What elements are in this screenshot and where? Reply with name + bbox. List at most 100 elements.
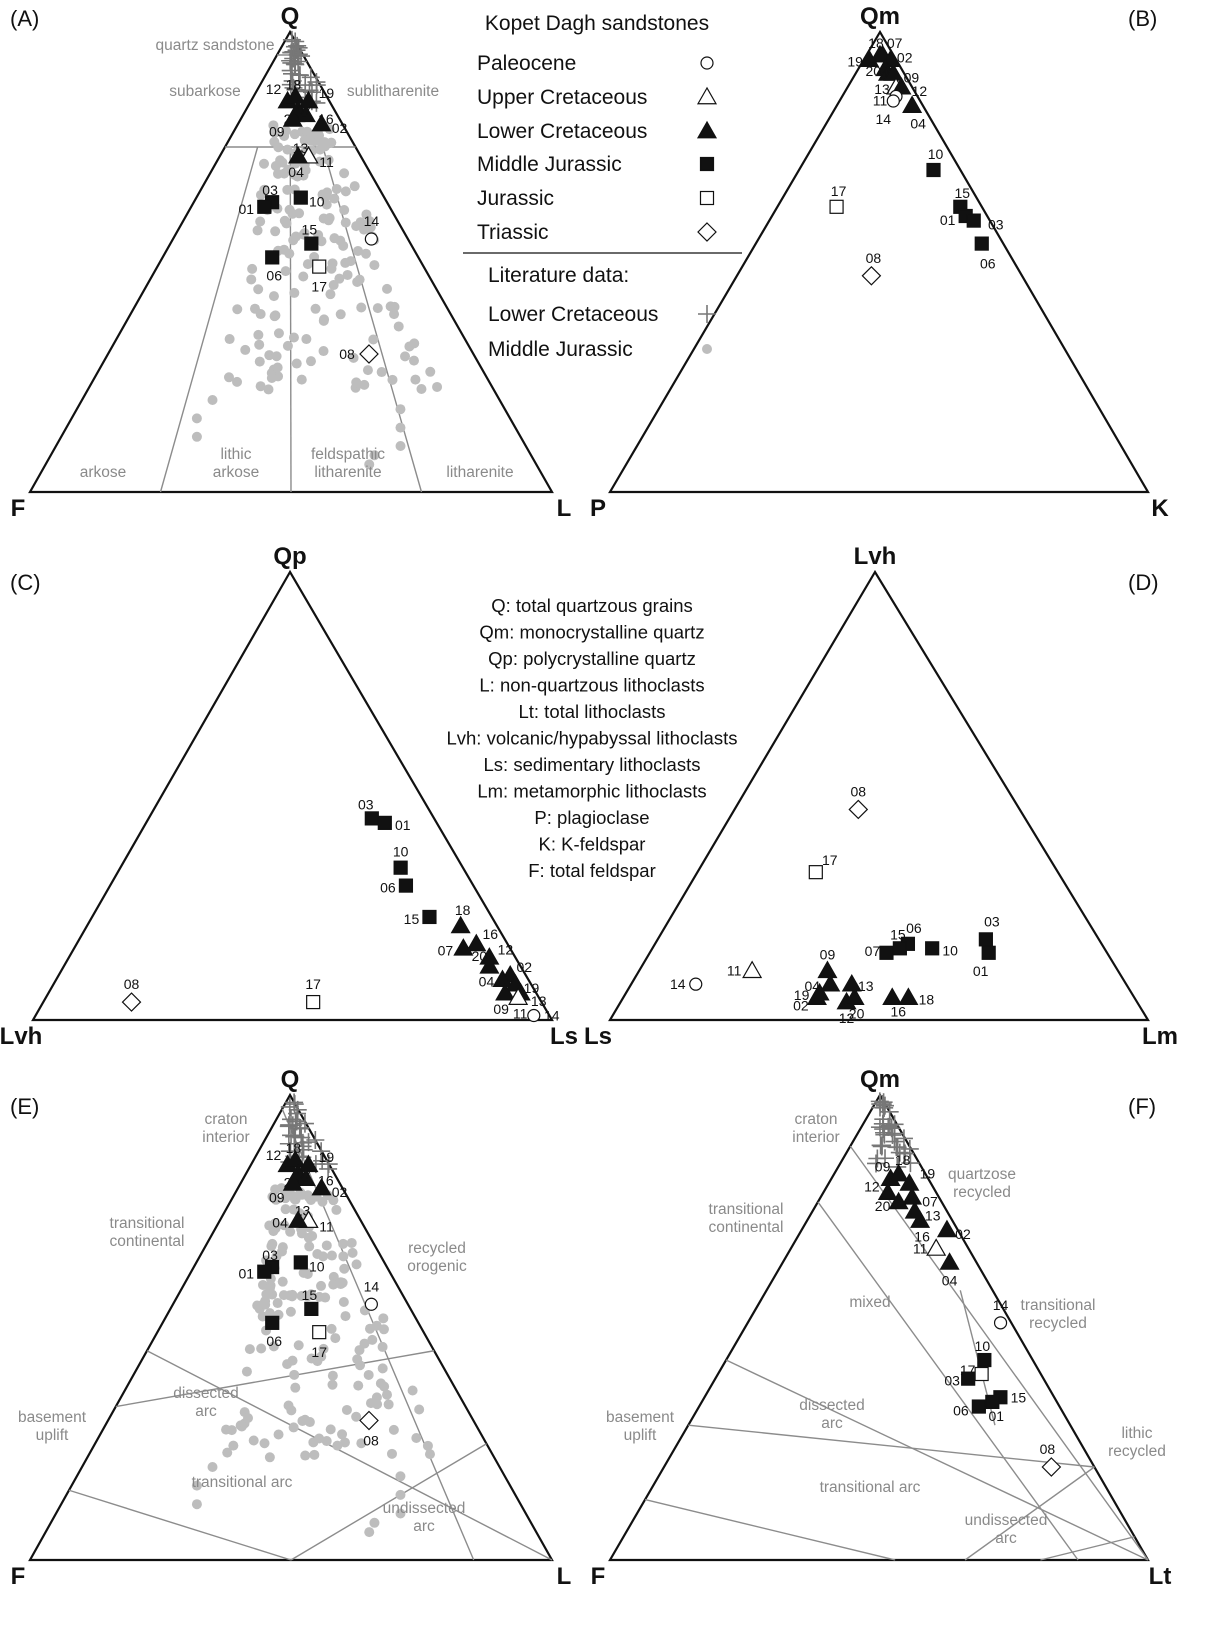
field-label-multiline: dissected arc: [173, 1385, 238, 1420]
sample-label-19: 19: [319, 85, 335, 101]
sample-marker-06: [974, 236, 989, 251]
literature-middle-jurassic-dot: [369, 1517, 380, 1528]
boundary-dissected: [688, 1424, 1095, 1468]
literature-middle-jurassic-dot: [408, 355, 419, 366]
literature-middle-jurassic-dot: [327, 1379, 338, 1390]
sample-label-09: 09: [269, 123, 285, 139]
sample-marker-17: [974, 1366, 989, 1382]
literature-middle-jurassic-dot: [252, 225, 263, 236]
panel-tag: (C): [10, 570, 41, 595]
sample-marker-11: [508, 987, 529, 1005]
sample-marker-03: [961, 1371, 976, 1386]
sample-label-16: 16: [890, 1004, 906, 1020]
field-label-multiline: basement uplift: [18, 1409, 87, 1444]
legend-entry-label: Jurassic: [477, 187, 554, 210]
literature-middle-jurassic-dot: [280, 1204, 291, 1215]
literature-middle-jurassic-dot: [259, 184, 270, 195]
boundary-dissected: [115, 1350, 435, 1408]
sample-label-12: 12: [912, 83, 928, 99]
literature-middle-jurassic-dot: [395, 404, 406, 415]
sample-marker-01: [257, 1264, 272, 1279]
vertex-labels-f: Qm F Lt: [591, 1066, 1172, 1590]
legend-entry-marker-triangle-filled: [696, 120, 718, 139]
sample-label-09: 09: [904, 69, 920, 85]
sample-marker-02: [311, 1177, 332, 1196]
literature-middle-jurassic-dot: [347, 1247, 358, 1258]
literature-middle-jurassic-dot: [321, 199, 332, 210]
sample-marker-09: [883, 63, 904, 81]
boundary-craton: [849, 1145, 1149, 1561]
literature-middle-jurassic-dot: [342, 269, 353, 280]
literature-middle-jurassic-dot: [279, 168, 290, 179]
sample-marker-15: [892, 941, 907, 956]
literature-middle-jurassic-dot: [359, 379, 370, 390]
literature-middle-jurassic-dot: [264, 1282, 275, 1293]
literature-middle-jurassic-dot: [339, 168, 350, 179]
sample-label-18: 18: [895, 1152, 911, 1168]
literature-middle-jurassic-dot: [321, 1436, 332, 1447]
sample-label-17: 17: [311, 1344, 327, 1360]
literature-middle-jurassic-dot: [351, 1259, 362, 1270]
literature-lower-cretaceous-plus: [286, 1127, 305, 1146]
literature-middle-jurassic-dot: [369, 450, 380, 461]
literature-middle-jurassic-dot: [309, 1449, 320, 1460]
sample-marker-04: [820, 973, 841, 992]
literature-middle-jurassic-dot: [377, 1341, 388, 1352]
literature-lower-cretaceous-plus: [285, 1095, 304, 1114]
legend-literature-marker-dot-gray: [702, 344, 712, 354]
sample-label-06: 06: [380, 880, 396, 896]
sample-marker-10: [925, 941, 940, 956]
panel-c: [31, 569, 554, 1022]
literature-middle-jurassic-dot: [298, 271, 309, 282]
literature-lower-cretaceous-plus: [868, 1149, 887, 1168]
field-label-multiline: transitional continental: [110, 1215, 185, 1250]
boundary-basement: [725, 1359, 1149, 1561]
field-label-line: undissected: [383, 1500, 466, 1517]
legend-entry-label: Middle Jurassic: [477, 153, 622, 176]
literature-middle-jurassic-dot: [312, 1356, 323, 1367]
field-label-line: continental: [110, 1233, 185, 1250]
literature-middle-jurassic-dot: [282, 184, 293, 195]
literature-lower-cretaceous-plus: [307, 73, 326, 92]
sample-marker-14: [689, 977, 703, 991]
literature-middle-jurassic-dot: [432, 381, 443, 392]
literature-middle-jurassic-dot: [414, 1404, 425, 1415]
literature-lower-cretaceous-plus: [872, 1137, 891, 1156]
field-label-multiline: undissected arc: [383, 1500, 466, 1535]
field-label-multiline: transitional recycled: [1021, 1297, 1096, 1332]
literature-middle-jurassic-dot: [287, 1291, 298, 1302]
sample-label-13: 13: [858, 978, 874, 994]
sample-label-13: 13: [874, 81, 890, 97]
literature-middle-jurassic-dot: [327, 258, 338, 269]
literature-middle-jurassic-dot: [410, 374, 421, 385]
sample-marker-01: [377, 815, 392, 830]
sample-label-11: 11: [913, 1240, 928, 1256]
field-label-line: uplift: [36, 1427, 69, 1444]
sample-label-06: 06: [266, 267, 282, 283]
vertex-right-label: L: [557, 495, 572, 522]
sample-marker-04: [288, 145, 309, 164]
sample-marker-09: [817, 960, 838, 979]
sample-marker-14: [886, 94, 900, 108]
sample-marker-14: [993, 1316, 1008, 1330]
sample-label-01: 01: [989, 1408, 1005, 1424]
vertex-right-label: Ls: [550, 1023, 578, 1050]
literature-middle-jurassic-dot: [297, 1415, 308, 1426]
literature-middle-jurassic-dot: [255, 309, 266, 320]
literature-middle-jurassic-dot: [254, 339, 265, 350]
sample-marker-04: [288, 1210, 309, 1228]
vertex-top-label: Lvh: [854, 543, 897, 570]
sample-marker-08: [359, 344, 379, 364]
sample-marker-08: [121, 992, 142, 1012]
literature-lower-cretaceous-plus: [286, 32, 305, 51]
definition-line: K: K-feldspar: [539, 834, 646, 855]
sample-label-20: 20: [472, 948, 488, 964]
field-label-multiline: quartzose recycled: [948, 1166, 1016, 1201]
field-label-line: interior: [792, 1129, 839, 1146]
vertex-left-label: Lvh: [0, 1023, 42, 1050]
literature-middle-jurassic-dot: [325, 1424, 336, 1435]
literature-middle-jurassic-dot: [411, 1432, 422, 1443]
field-label-line: arc: [821, 1415, 843, 1432]
sample-label-20: 20: [866, 63, 882, 79]
sample-label-08: 08: [1040, 1441, 1056, 1457]
